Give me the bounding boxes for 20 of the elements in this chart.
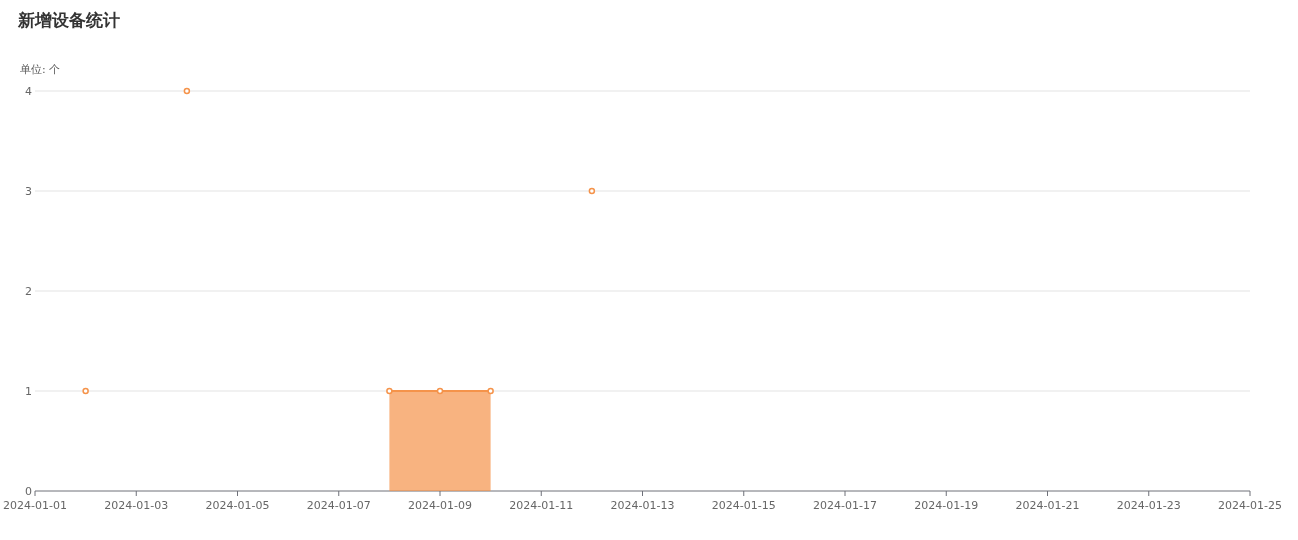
x-tick-label: 2024-01-09 (408, 499, 472, 512)
x-tick-label: 2024-01-23 (1116, 499, 1181, 512)
x-tick-label: 2024-01-11 (509, 499, 574, 512)
x-tick-label: 2024-01-01 (3, 499, 67, 512)
y-tick-label: 4 (25, 85, 32, 98)
x-tick-label: 2024-01-17 (813, 499, 877, 512)
y-tick-label: 1 (25, 385, 32, 398)
x-tick-label: 2024-01-07 (306, 499, 371, 512)
x-tick-label: 2024-01-13 (610, 499, 675, 512)
y-tick-label: 3 (25, 185, 32, 198)
y-axis-title: 单位: 个 (20, 63, 61, 76)
y-tick-label: 0 (25, 485, 32, 498)
x-tick-label: 2024-01-25 (1218, 499, 1282, 512)
x-tick-label: 2024-01-05 (205, 499, 270, 512)
x-tick-label: 2024-01-03 (104, 499, 169, 512)
y-tick-label: 2 (25, 285, 32, 298)
chart-title: 新增设备统计 (17, 10, 120, 30)
x-tick-label: 2024-01-19 (914, 499, 979, 512)
x-tick-label: 2024-01-21 (1015, 499, 1080, 512)
x-tick-label: 2024-01-15 (711, 499, 776, 512)
